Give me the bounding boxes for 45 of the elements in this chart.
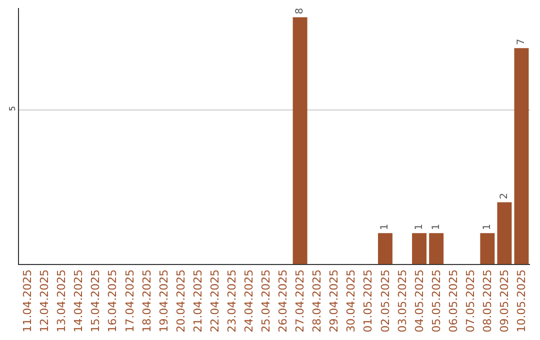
x-tick-label: 01.05.2025 — [362, 269, 375, 332]
x-tick-label: 18.04.2025 — [140, 269, 154, 332]
bar — [429, 233, 444, 264]
x-tick-label: 07.05.2025 — [464, 269, 477, 332]
x-tick-label: 16.04.2025 — [106, 269, 120, 332]
data-label: 7 — [516, 38, 527, 46]
data-label: 2 — [498, 192, 510, 200]
data-label: 1 — [430, 224, 442, 230]
x-tick-label: 05.05.2025 — [430, 269, 443, 332]
x-tick-label: 29.04.2025 — [328, 269, 341, 332]
x-tick-label: 20.04.2025 — [174, 269, 188, 332]
x-tick-label: 19.04.2025 — [157, 269, 170, 332]
x-tick-label: 14.04.2025 — [72, 269, 86, 332]
x-tick-label: 08.05.2025 — [480, 269, 494, 332]
x-tick-label: 12.04.2025 — [38, 269, 52, 332]
data-label: 1 — [482, 224, 493, 230]
x-tick-label: 02.05.2025 — [378, 269, 392, 332]
x-tick-label: 26.04.2025 — [276, 269, 290, 332]
x-tick-label: 24.04.2025 — [242, 269, 256, 332]
x-tick-label: 06.05.2025 — [446, 269, 460, 332]
x-tick-label: 28.04.2025 — [310, 269, 324, 332]
x-tick-label: 09.05.2025 — [498, 269, 512, 332]
x-tick-label: 13.04.2025 — [55, 269, 68, 332]
x-tick-label: 25.04.2025 — [260, 269, 273, 332]
data-label: 8 — [294, 8, 306, 14]
x-tick-label: 30.04.2025 — [344, 269, 358, 332]
x-tick-label: 10.05.2025 — [515, 269, 528, 332]
x-tick-label: 23.04.2025 — [225, 269, 238, 332]
data-label: 1 — [380, 224, 391, 230]
y-tick-label: 5 — [8, 106, 17, 112]
x-tick-label: 22.04.2025 — [208, 269, 222, 332]
x-tick-label: 21.04.2025 — [191, 269, 204, 332]
bar — [412, 233, 427, 264]
x-tick-label: 11.04.2025 — [21, 269, 34, 332]
bar — [292, 17, 308, 264]
x-tick-label: 17.04.2025 — [123, 269, 136, 332]
bar — [497, 202, 512, 264]
x-tick-label: 04.05.2025 — [412, 269, 426, 332]
data-label: 1 — [414, 224, 425, 230]
bar — [480, 233, 495, 264]
bar — [514, 48, 529, 264]
x-tick-label: 03.05.2025 — [396, 269, 409, 332]
x-tick-label: 15.04.2025 — [89, 269, 102, 332]
x-tick-label: 27.04.2025 — [294, 269, 307, 332]
bar — [378, 233, 392, 264]
